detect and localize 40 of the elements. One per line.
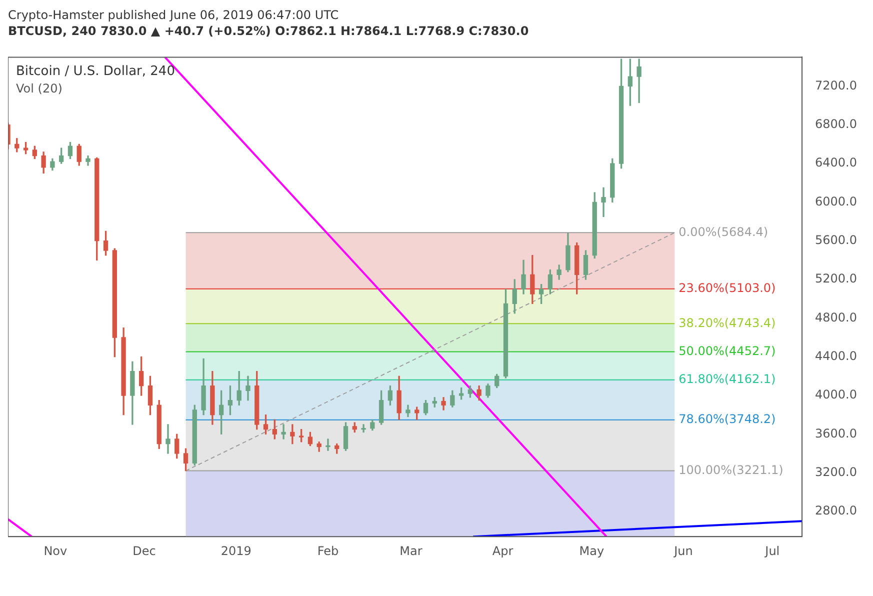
candlestick [601, 187, 606, 218]
y-tick-label: 6000.0 [815, 194, 858, 208]
y-tick-label: 3600.0 [815, 426, 858, 440]
y-tick-label: 4000.0 [815, 388, 858, 402]
ref-line-label: 61.80%(4162.1) [678, 372, 776, 386]
ref-line-label: 23.60%(5103.0) [678, 281, 776, 296]
x-tick-label: Mar [400, 544, 422, 558]
candlestick [281, 424, 286, 440]
candlestick [166, 424, 170, 454]
ref-line-label: 50.00%(4452.7) [678, 344, 776, 358]
x-tick-label: Dec [132, 544, 156, 558]
x-tick-label: Jul [764, 544, 780, 558]
candlestick [326, 438, 330, 451]
ref-line-label: 78.60%(3748.2) [678, 412, 776, 426]
x-tick-label: Apr [492, 544, 514, 558]
y-tick-label: 5200.0 [815, 272, 858, 286]
x-tick-label: 2019 [220, 544, 252, 558]
candlestick [361, 424, 366, 433]
ref-line-label: 0.00%(5684.4) [678, 224, 768, 239]
chart-title: Crypto-Hamster published June 06, 2019 06:47:00 UTC [8, 8, 340, 24]
y-tick-label: 2800.0 [815, 504, 858, 518]
chart-subtitle: BTCUSD, 240 7830.0 ▲ +40.7 (+0.52%) O:7862.1 H:7864.1 L:7768.9 C:7830.0 [8, 24, 530, 40]
y-tick-label: 7200.0 [815, 78, 858, 92]
y-tick-label: 5600.0 [815, 232, 858, 247]
y-tick-label: 4400.0 [815, 348, 858, 363]
candlestick [290, 424, 295, 444]
candlestick [636, 58, 642, 103]
y-tick-label: 6800.0 [815, 116, 858, 131]
y-tick-label: 6400.0 [815, 156, 858, 170]
annotation: Vol (20) [16, 81, 62, 96]
x-tick-label: Jun [673, 544, 693, 558]
ref-line-label: 100.00%(3221.1) [678, 462, 784, 477]
x-tick-label: Feb [317, 544, 339, 558]
x-tick-label: May [579, 544, 604, 558]
candlestick [246, 376, 250, 401]
ref-line-label: 38.20%(4743.4) [678, 316, 776, 330]
annotation: Bitcoin / U.S. Dollar, 240 [16, 64, 175, 80]
y-tick-label: 4800.0 [815, 310, 858, 324]
x-tick-label: Nov [44, 544, 68, 558]
y-tick-label: 3200.0 [815, 464, 858, 479]
